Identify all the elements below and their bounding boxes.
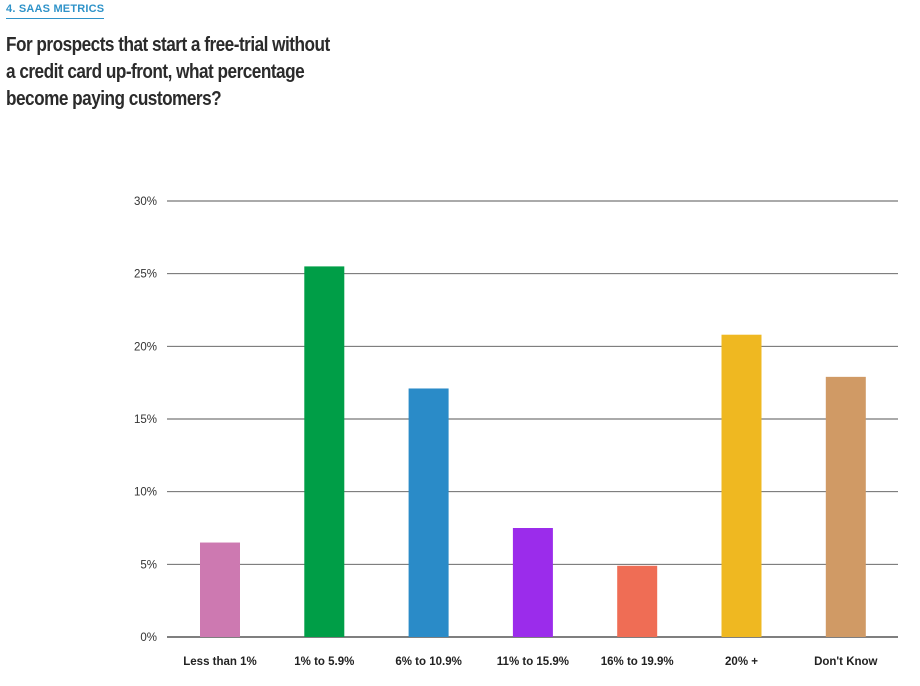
chart-question: For prospects that start a free-trial wi… (6, 32, 330, 113)
bar (825, 376, 866, 637)
x-axis-labels: Less than 1% 1% to 5.9% 6% to 10.9% 11% to … (183, 656, 877, 668)
x-category-label: 20% + (725, 656, 758, 668)
bar (200, 542, 240, 637)
y-axis-ticks: 0% 5% 10% 15% 20% 25% 30% (134, 196, 157, 644)
bar (617, 565, 658, 637)
y-tick-label: 15% (134, 414, 157, 426)
bar (721, 334, 762, 637)
bar (304, 266, 345, 637)
question-line-3: become paying customers? (6, 88, 222, 110)
x-category-label: Don't Know (814, 656, 877, 668)
x-category-label: 11% to 15.9% (497, 656, 569, 668)
question-line-2: a credit card up-front, what percentage (6, 61, 305, 83)
bar (512, 528, 553, 637)
bar (408, 388, 449, 637)
y-tick-label: 10% (134, 487, 157, 499)
bars (200, 266, 866, 637)
question-line-1: For prospects that start a free-trial wi… (6, 34, 330, 56)
y-tick-label: 25% (134, 269, 157, 281)
y-tick-label: 30% (134, 196, 157, 208)
x-category-label: Less than 1% (183, 656, 257, 668)
y-tick-label: 0% (140, 632, 157, 644)
x-category-label: 1% to 5.9% (294, 656, 354, 668)
y-tick-label: 5% (140, 559, 157, 571)
x-category-label: 6% to 10.9% (395, 656, 461, 668)
section-tag: 4. SAAS METRICS (6, 3, 105, 19)
x-category-label: 16% to 19.9% (601, 656, 674, 668)
y-tick-label: 20% (134, 341, 157, 353)
